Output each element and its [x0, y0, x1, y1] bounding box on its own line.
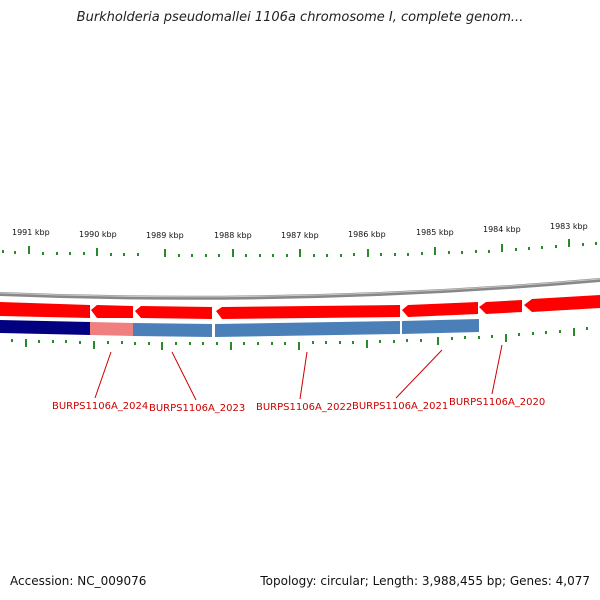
- ruler-label-1986: 1986 kbp: [348, 230, 386, 239]
- gene-label-2020[interactable]: BURPS1106A_2020: [449, 397, 545, 408]
- cds-arrow-2022[interactable]: [135, 306, 212, 319]
- gene-bar-navy[interactable]: [0, 320, 90, 335]
- backbone-arc: [0, 278, 600, 300]
- cds-arrow-2024[interactable]: [0, 302, 90, 318]
- gene-label-2024[interactable]: BURPS1106A_2024: [52, 401, 148, 412]
- gene-label-2022[interactable]: BURPS1106A_2022: [256, 402, 352, 413]
- ruler-ticks-top: [2, 239, 597, 257]
- cds-arrow-2021[interactable]: [216, 305, 400, 319]
- accession-text: Accession: NC_009076: [10, 574, 147, 588]
- gene-labels: BURPS1106A_2024 BURPS1106A_2023 BURPS110…: [52, 397, 545, 414]
- map-title: Burkholderia pseudomallei 1106a chromoso…: [76, 10, 524, 25]
- gene-label-2021[interactable]: BURPS1106A_2021: [352, 401, 448, 412]
- gene-bar-2022[interactable]: [215, 321, 400, 337]
- cds-arrow-2018[interactable]: [524, 295, 600, 312]
- ruler-label-1987: 1987 kbp: [281, 231, 319, 240]
- cds-arrow-2023[interactable]: [91, 305, 133, 318]
- ruler-ticks-bottom: [11, 327, 588, 350]
- ruler-labels: 1991 kbp 1990 kbp 1989 kbp 1988 kbp 1987…: [12, 222, 588, 240]
- gene-leader-lines: [94, 344, 503, 401]
- ruler-label-1990: 1990 kbp: [79, 230, 117, 239]
- gene-track: [0, 319, 479, 337]
- cds-track: [0, 295, 600, 319]
- ruler-label-1984: 1984 kbp: [483, 225, 521, 234]
- cds-arrow-2020[interactable]: [402, 302, 478, 317]
- ruler-label-1985: 1985 kbp: [416, 228, 454, 237]
- gene-bar-2021[interactable]: [402, 319, 479, 334]
- ruler-label-1983: 1983 kbp: [550, 222, 588, 231]
- ruler-label-1989: 1989 kbp: [146, 231, 184, 240]
- ruler-label-1988: 1988 kbp: [214, 231, 252, 240]
- backbone-arc-highlight: [0, 278, 600, 298]
- genome-summary-text: Topology: circular; Length: 3,988,455 bp…: [260, 574, 590, 588]
- ruler-label-1991: 1991 kbp: [12, 228, 50, 237]
- gene-label-2023[interactable]: BURPS1106A_2023: [149, 403, 245, 414]
- gene-bar-2023[interactable]: [133, 323, 212, 337]
- cds-arrow-2019[interactable]: [479, 300, 522, 314]
- gene-bar-pink[interactable]: [90, 322, 133, 336]
